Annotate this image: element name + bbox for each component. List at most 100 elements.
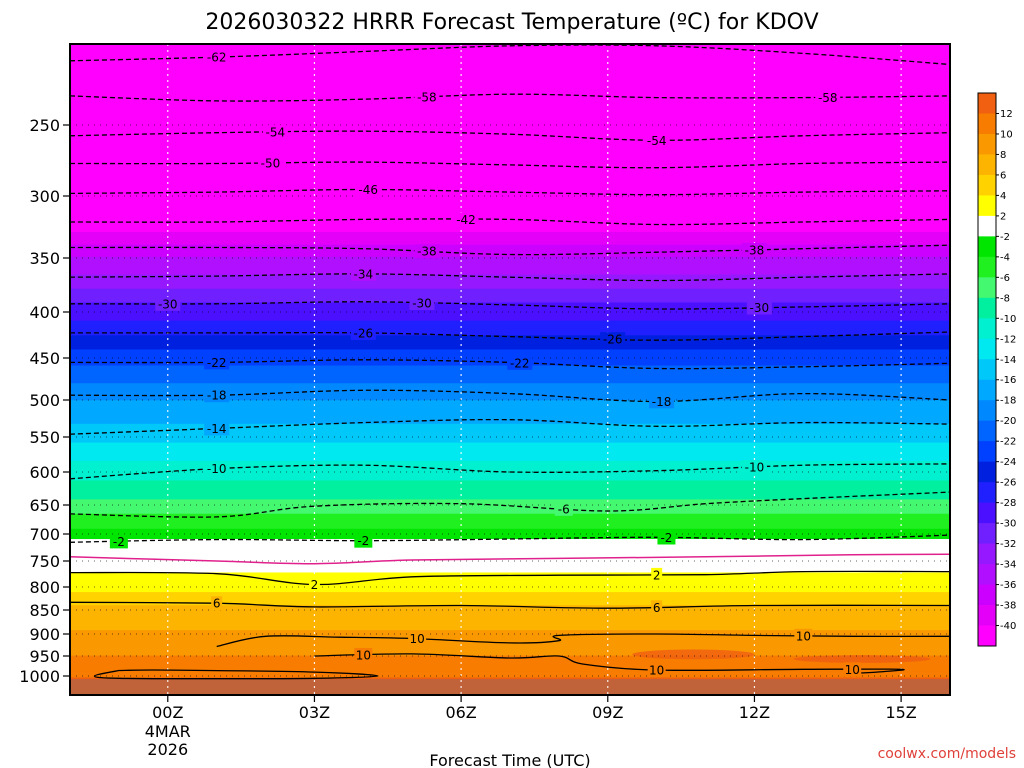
isotherm-label-bg: [355, 182, 381, 197]
isotherm-label-bg: [414, 90, 440, 105]
fill-strip: [70, 77, 950, 83]
fill-strip: [70, 337, 950, 341]
fill-strip: [70, 620, 950, 623]
fill-strip: [70, 609, 950, 612]
isotherm-label: 2: [653, 568, 661, 582]
fill-strip: [70, 416, 950, 419]
fill-strip: [70, 618, 950, 621]
fill-strip: [70, 381, 950, 384]
fill-strip: [70, 621, 950, 624]
isotherm-label-bg: [657, 530, 676, 545]
isotherm-label-bg: [408, 631, 427, 646]
fill-strip: [70, 564, 950, 567]
fill-strip: [70, 531, 950, 534]
isotherm-label-bg: [507, 355, 533, 370]
y-tick-label: 600: [29, 463, 60, 482]
colorbar-bin: [978, 195, 996, 217]
y-tick-label: 550: [29, 428, 60, 447]
fill-strip: [70, 313, 950, 317]
fill-strip: [70, 155, 950, 161]
fill-strip: [70, 378, 950, 382]
fill-strip: [70, 436, 950, 440]
fill-strip: [70, 128, 950, 134]
isotherm-line: [93, 669, 379, 680]
isotherm-line: [70, 188, 950, 196]
colorbar-tick-label: -2: [1000, 232, 1010, 243]
isotherm-label: -18: [207, 389, 227, 403]
fill-strip: [70, 658, 950, 661]
isotherm-label-bg: [651, 567, 663, 582]
fill-strip: [70, 440, 950, 444]
colorbar-bin: [978, 359, 996, 381]
fill-strip: [70, 669, 950, 671]
isotherm-line: [70, 218, 950, 226]
fill-strip: [70, 202, 950, 207]
fill-strip: [70, 473, 950, 476]
isotherm-label: -26: [603, 333, 623, 347]
isotherm-label: -46: [358, 183, 378, 197]
fill-strip: [70, 527, 950, 530]
isotherm-label-bg: [204, 355, 230, 370]
fill-strip: [70, 541, 950, 544]
fill-strip: [70, 665, 950, 667]
fill-strip: [70, 476, 950, 480]
isotherm-label: -10: [207, 462, 227, 476]
isotherm-label: -34: [354, 267, 374, 281]
fill-strip: [70, 297, 950, 301]
isotherm-label-bg: [155, 296, 181, 311]
fill-strip: [70, 347, 950, 351]
fill-strip: [70, 551, 950, 554]
fill-strip: [70, 584, 950, 587]
isotherm-label: 6: [213, 597, 221, 611]
fill-strip: [70, 425, 950, 429]
isotherm-line: [70, 570, 950, 586]
isotherm-label-bg: [204, 50, 230, 65]
colorbar-tick-label: -38: [1000, 601, 1016, 612]
y-tick-label: 450: [29, 349, 60, 368]
fill-strip: [70, 330, 950, 334]
x-tick-label: 09Z: [592, 703, 623, 722]
fill-strip: [70, 649, 950, 652]
fill-strip: [70, 555, 950, 558]
fill-strip: [70, 644, 950, 647]
fill-strip: [70, 442, 950, 446]
fill-strip: [70, 512, 950, 515]
colorbar-bin: [978, 625, 996, 647]
isotherm-label-bg: [600, 332, 626, 347]
isotherm-label: 10: [796, 629, 811, 643]
isotherm-label: -14: [207, 422, 227, 436]
fill-strip: [70, 521, 950, 524]
fill-strip: [70, 674, 950, 677]
fill-strip: [70, 677, 950, 680]
fill-strip: [70, 446, 950, 449]
isotherm-label: -2: [357, 534, 369, 548]
fill-strip: [70, 497, 950, 500]
isotherm-label: -26: [354, 326, 374, 340]
y-tick-label: 850: [29, 601, 60, 620]
fill-strip: [70, 325, 950, 329]
fill-strip: [70, 565, 950, 568]
isotherm-label: -30: [412, 297, 432, 311]
isotherm-label-bg: [350, 266, 376, 281]
fill-strip: [70, 536, 950, 539]
isotherm-label-bg: [257, 156, 283, 171]
fill-strip: [70, 310, 950, 314]
fill-strip: [70, 611, 950, 614]
colorbar-bin: [978, 174, 996, 196]
fill-strip: [70, 633, 950, 636]
fill-strip: [70, 643, 950, 645]
colorbar-bin: [978, 93, 996, 114]
colorbar-bin: [978, 154, 996, 176]
fill-strip: [70, 344, 950, 348]
isotherm-line: [70, 534, 950, 543]
colorbar-bin: [978, 297, 996, 319]
colorbar-bin: [978, 318, 996, 340]
fill-strip: [70, 423, 950, 427]
fill-strip: [70, 522, 950, 525]
x-tick-label: 15Z: [885, 703, 916, 722]
fill-strip: [70, 607, 950, 610]
fill-strip: [70, 519, 950, 522]
fill-strip: [70, 480, 950, 483]
fill-strip: [70, 601, 950, 604]
fill-strip: [70, 471, 950, 475]
